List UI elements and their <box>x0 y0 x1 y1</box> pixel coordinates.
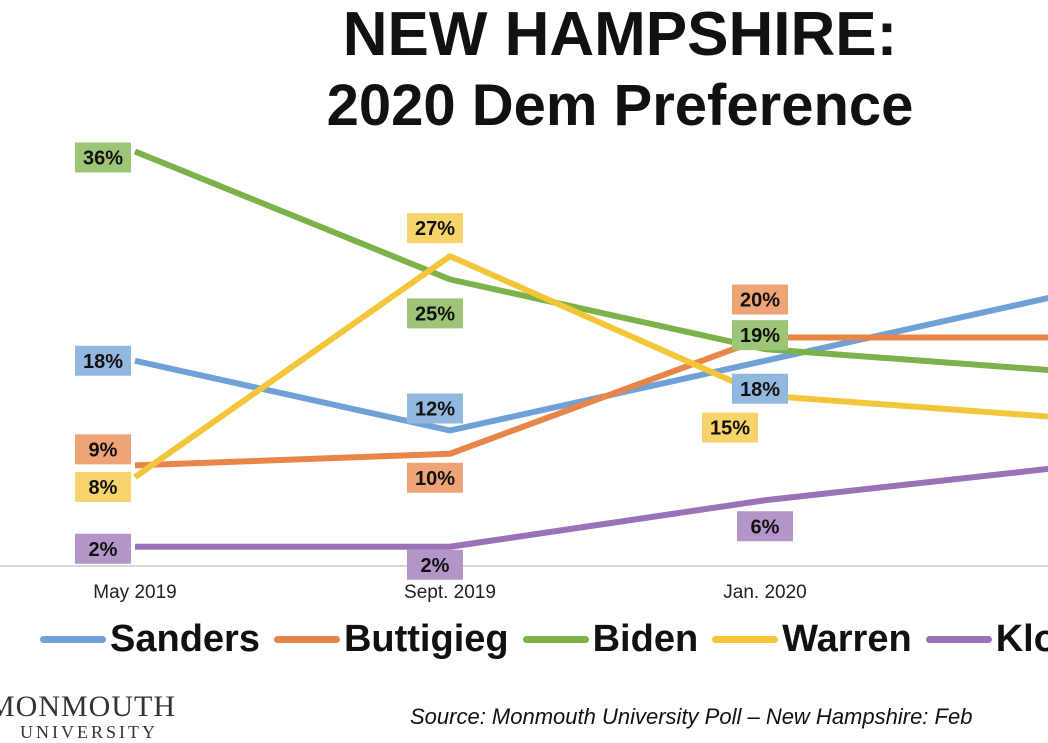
svg-text:6%: 6% <box>751 516 780 538</box>
chart-title-line-1: NEW HAMPSHIRE: <box>342 0 898 69</box>
svg-text:18%: 18% <box>740 379 780 401</box>
x-tick-label: Sept. 2019 <box>404 582 496 603</box>
svg-text:27%: 27% <box>415 218 455 240</box>
series-line-buttigieg <box>134 334 1048 469</box>
svg-text:25%: 25% <box>415 303 455 325</box>
data-label: 9% <box>75 434 131 465</box>
svg-text:19%: 19% <box>740 325 780 347</box>
x-tick-label: May 2019 <box>93 582 176 603</box>
data-label: 10% <box>407 462 463 493</box>
svg-text:12%: 12% <box>415 399 455 421</box>
legend-swatch <box>273 636 340 643</box>
legend-label: Warren <box>782 618 912 660</box>
legend-item-biden: Biden <box>522 618 699 661</box>
svg-text:10%: 10% <box>415 468 455 490</box>
legend-label: Buttigieg <box>343 618 509 660</box>
data-label: 8% <box>75 472 131 502</box>
series-line-warren <box>133 253 1048 480</box>
svg-text:15%: 15% <box>710 418 750 440</box>
source-note: Source: Monmouth University Poll – New H… <box>410 704 973 729</box>
legend-label: Biden <box>592 618 699 660</box>
data-label: 18% <box>75 345 131 376</box>
svg-text:8%: 8% <box>89 477 118 499</box>
data-label: 20% <box>732 284 788 315</box>
data-label: 2% <box>407 549 463 580</box>
data-label: 27% <box>407 213 463 244</box>
svg-text:2%: 2% <box>421 555 450 577</box>
legend: Sanders Buttigieg Biden Warren Klo <box>40 618 1048 661</box>
svg-text:2%: 2% <box>89 539 118 561</box>
data-label: 2% <box>75 533 131 564</box>
data-label: 25% <box>407 298 463 329</box>
data-label: 36% <box>75 142 131 173</box>
legend-swatch <box>712 636 779 643</box>
legend-item-sanders: Sanders <box>40 618 260 661</box>
logo-text-university: UNIVERSITY <box>20 722 158 742</box>
legend-item-klo: Klo <box>925 618 1048 661</box>
data-label: 6% <box>737 511 793 542</box>
data-label: 19% <box>732 320 788 351</box>
svg-text:20%: 20% <box>740 290 780 312</box>
svg-text:36%: 36% <box>83 148 123 170</box>
chart-title-line-2: 2020 Dem Preference <box>326 73 914 138</box>
svg-text:9%: 9% <box>89 439 118 461</box>
data-label: 15% <box>702 412 758 443</box>
data-label: 12% <box>407 393 463 424</box>
svg-text:18%: 18% <box>83 351 123 373</box>
legend-label: Sanders <box>110 618 260 660</box>
logo-text-monmouth: MONMOUTH <box>0 690 176 723</box>
x-tick-label: Jan. 2020 <box>723 582 806 603</box>
legend-label: Klo <box>995 618 1048 660</box>
legend-swatch <box>522 636 589 643</box>
legend-item-warren: Warren <box>712 618 912 661</box>
data-label: 18% <box>732 373 788 404</box>
legend-swatch <box>925 636 992 643</box>
legend-item-buttigieg: Buttigieg <box>273 618 509 661</box>
series-line-biden <box>133 148 1048 374</box>
legend-swatch <box>40 636 106 643</box>
series-line-klo <box>135 465 1048 550</box>
